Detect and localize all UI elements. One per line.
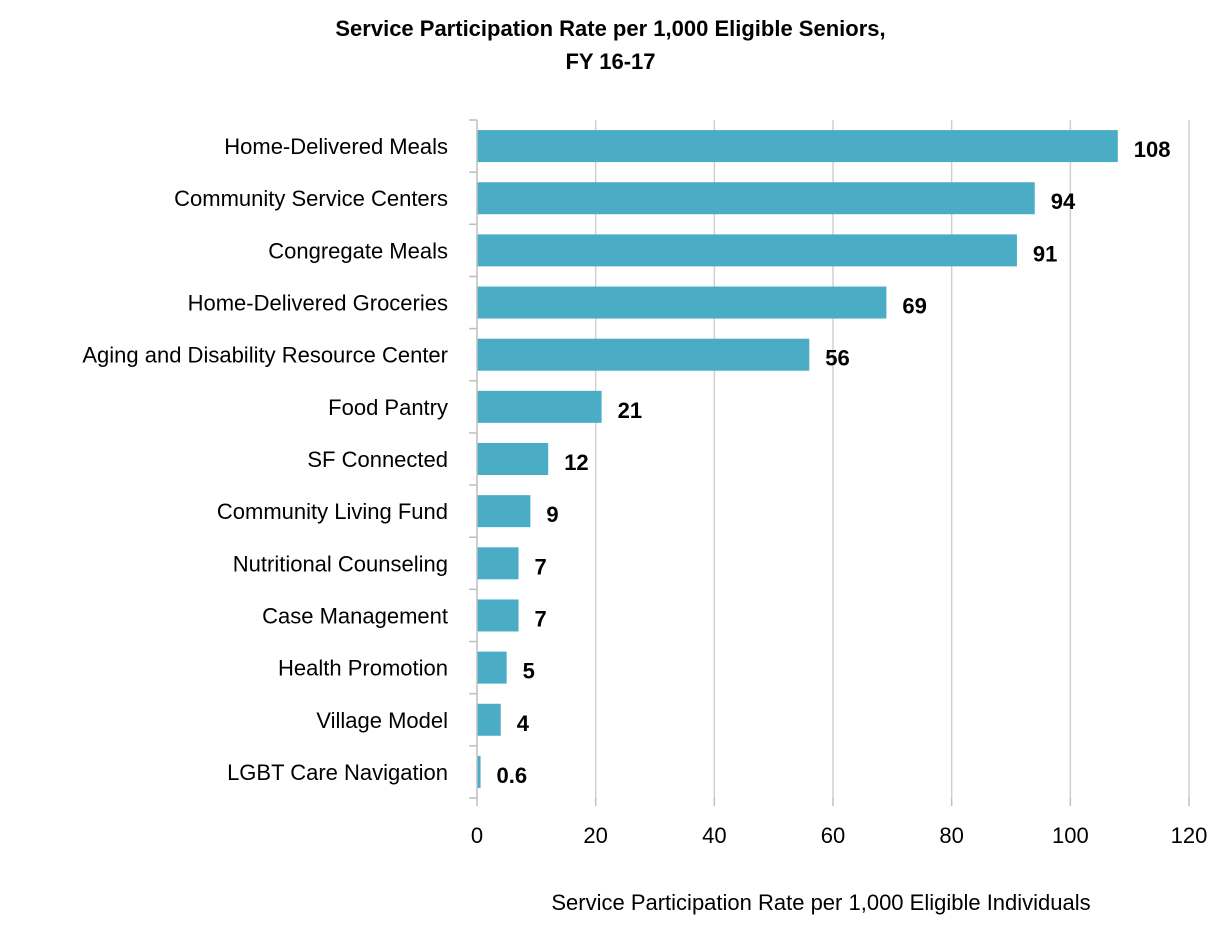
bars xyxy=(477,130,1118,788)
x-tick-label: 80 xyxy=(939,823,963,848)
gridlines xyxy=(594,120,1190,798)
x-tick-label: 0 xyxy=(471,823,483,848)
data-label: 21 xyxy=(618,398,642,423)
axes xyxy=(469,119,1190,806)
bar xyxy=(477,495,531,528)
chart-title: Service Participation Rate per 1,000 Eli… xyxy=(0,12,1221,78)
bar xyxy=(477,755,481,788)
bar xyxy=(477,286,887,319)
bar xyxy=(477,234,1017,267)
x-tick-label: 40 xyxy=(702,823,726,848)
bar xyxy=(477,547,519,580)
data-label: 9 xyxy=(546,502,558,527)
x-axis-title: Service Participation Rate per 1,000 Eli… xyxy=(551,890,1090,915)
bar xyxy=(477,130,1118,163)
x-tick-label: 120 xyxy=(1171,823,1208,848)
category-label: Home-Delivered Meals xyxy=(224,134,448,159)
category-label: Case Management xyxy=(262,603,448,628)
data-label: 7 xyxy=(535,554,547,579)
category-label: Village Model xyxy=(316,708,448,733)
data-label: 108 xyxy=(1134,137,1171,162)
data-label: 0.6 xyxy=(497,763,528,788)
data-label: 94 xyxy=(1051,189,1076,214)
chart-title-line-1: Service Participation Rate per 1,000 Eli… xyxy=(335,16,886,41)
category-label: Aging and Disability Resource Center xyxy=(82,343,448,368)
data-label: 56 xyxy=(825,346,849,371)
data-label: 7 xyxy=(535,606,547,631)
data-label: 5 xyxy=(523,659,535,684)
bar xyxy=(477,390,602,423)
bar xyxy=(477,599,519,632)
data-label: 4 xyxy=(517,711,530,736)
category-label: Food Pantry xyxy=(328,395,448,420)
data-label: 69 xyxy=(902,294,926,319)
x-tick-label: 20 xyxy=(583,823,607,848)
bar xyxy=(477,651,507,684)
data-label: 91 xyxy=(1033,241,1057,266)
bar xyxy=(477,443,549,475)
category-label: Community Living Fund xyxy=(217,499,448,524)
category-label: Nutritional Counseling xyxy=(233,551,448,576)
x-tick-label: 100 xyxy=(1052,823,1089,848)
category-label: Congregate Meals xyxy=(268,238,448,263)
category-label: SF Connected xyxy=(307,447,448,472)
x-tick-label: 60 xyxy=(821,823,845,848)
category-label: Health Promotion xyxy=(278,656,448,681)
data-label: 12 xyxy=(564,450,588,475)
chart-title-line-2: FY 16-17 xyxy=(565,49,656,74)
labels: 0 20 40 60 80 100 120 Home-Delivered Meals 108 Co… xyxy=(82,134,1207,848)
category-label: Community Service Centers xyxy=(174,186,448,211)
bar xyxy=(477,182,1035,215)
category-label: LGBT Care Navigation xyxy=(227,760,448,785)
category-label: Home-Delivered Groceries xyxy=(188,291,448,316)
bar xyxy=(477,703,501,736)
bar xyxy=(477,338,810,371)
